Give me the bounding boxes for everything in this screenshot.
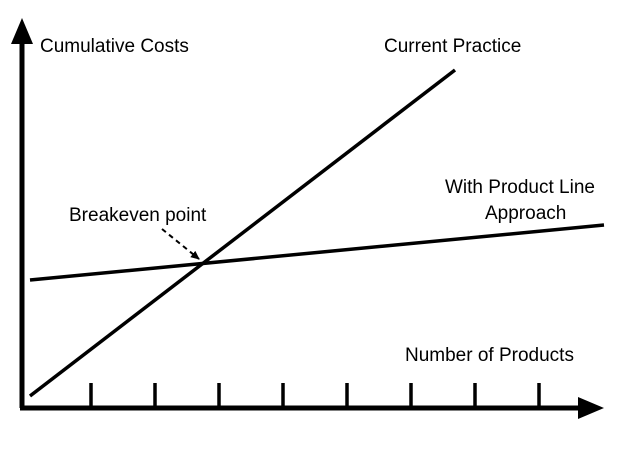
current-practice-label: Current Practice — [384, 36, 521, 57]
y-axis-arrowhead — [11, 18, 33, 44]
x-axis-label: Number of Products — [405, 345, 574, 366]
y-axis-label: Cumulative Costs — [40, 36, 189, 57]
breakeven-pointer-arrow — [161, 228, 200, 260]
breakeven-label: Breakeven point — [69, 205, 207, 226]
x-axis-ticks — [89, 383, 541, 408]
product-line-approach-line — [29, 223, 605, 282]
x-axis-arrowhead — [578, 397, 604, 419]
product-line-label-line1: With Product Line — [445, 177, 595, 198]
current-practice-line — [28, 68, 457, 398]
product-line-label-line2: Approach — [485, 203, 566, 224]
